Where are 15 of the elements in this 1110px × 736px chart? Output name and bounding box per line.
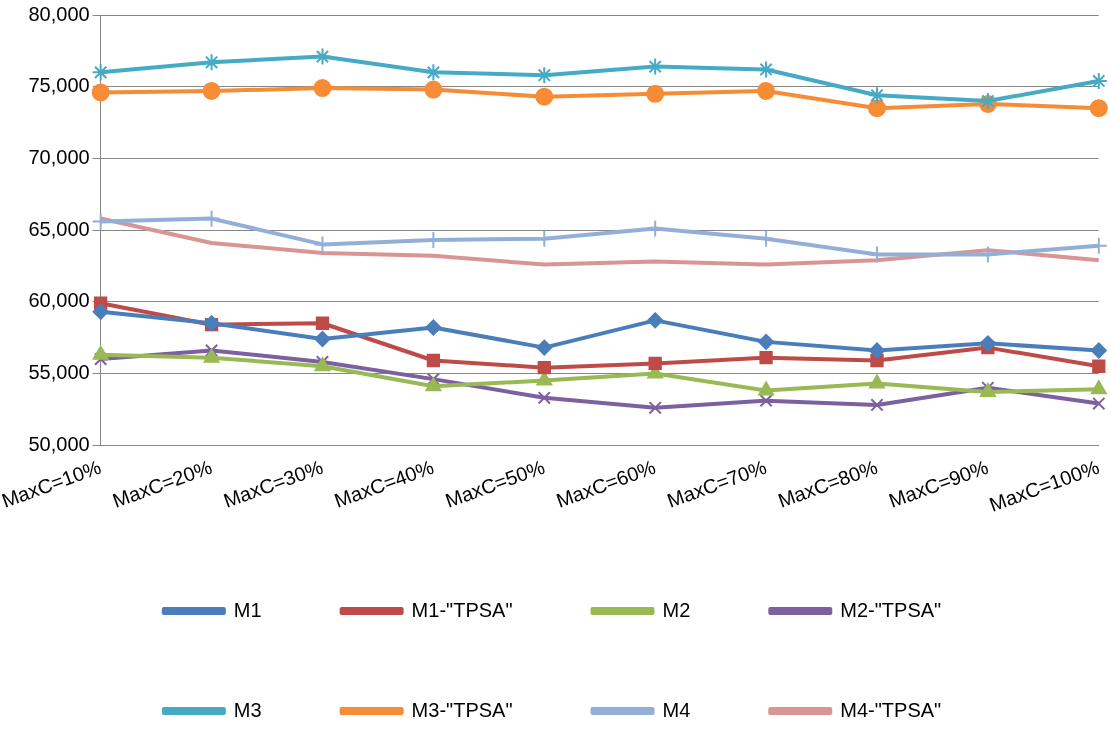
legend-label: M2 xyxy=(662,598,691,621)
y-tick-label: 60,000 xyxy=(28,289,90,312)
legend-label: M2-"TPSA" xyxy=(840,598,942,621)
legend-label: M3 xyxy=(233,698,262,721)
legend-label: M3-"TPSA" xyxy=(411,698,513,721)
legend-label: M4-"TPSA" xyxy=(840,698,942,721)
y-tick-label: 65,000 xyxy=(28,217,90,240)
legend-label: M1 xyxy=(233,598,262,621)
y-tick-label: 50,000 xyxy=(28,432,90,455)
legend-label: M1-"TPSA" xyxy=(411,598,513,621)
legend-label: M4 xyxy=(662,698,691,721)
y-tick-label: 80,000 xyxy=(28,2,90,25)
y-tick-label: 55,000 xyxy=(28,360,90,383)
y-tick-label: 70,000 xyxy=(28,145,90,168)
y-tick-label: 75,000 xyxy=(28,74,90,97)
